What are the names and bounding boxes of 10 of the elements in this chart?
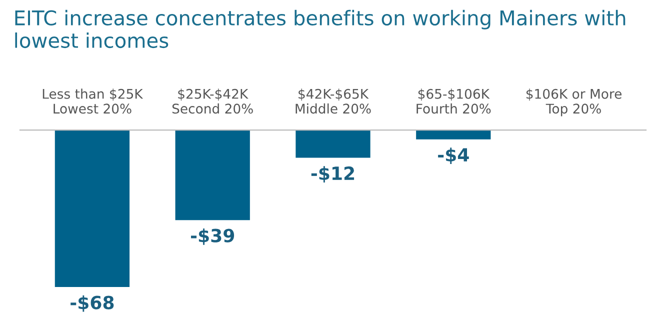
data-label: -$12 [311, 166, 354, 182]
x-tick-label: Less than $25K Lowest 20% [42, 88, 144, 114]
x-tick-label: $65-$106K Fourth 20% [416, 88, 491, 114]
x-tick-label: $42K-$65K Middle 20% [296, 88, 371, 114]
x-tick-label: $106K or More Top 20% [526, 88, 622, 116]
data-label: -$4 [438, 148, 469, 164]
chart-title: EITC increase concentrates benefits on working Mainers with lowest incomes [15, 10, 626, 48]
x-tick-label: $25K-$42K Second 20% [172, 88, 253, 114]
data-label: -$68 [70, 295, 114, 312]
data-label: -$39 [190, 228, 234, 245]
